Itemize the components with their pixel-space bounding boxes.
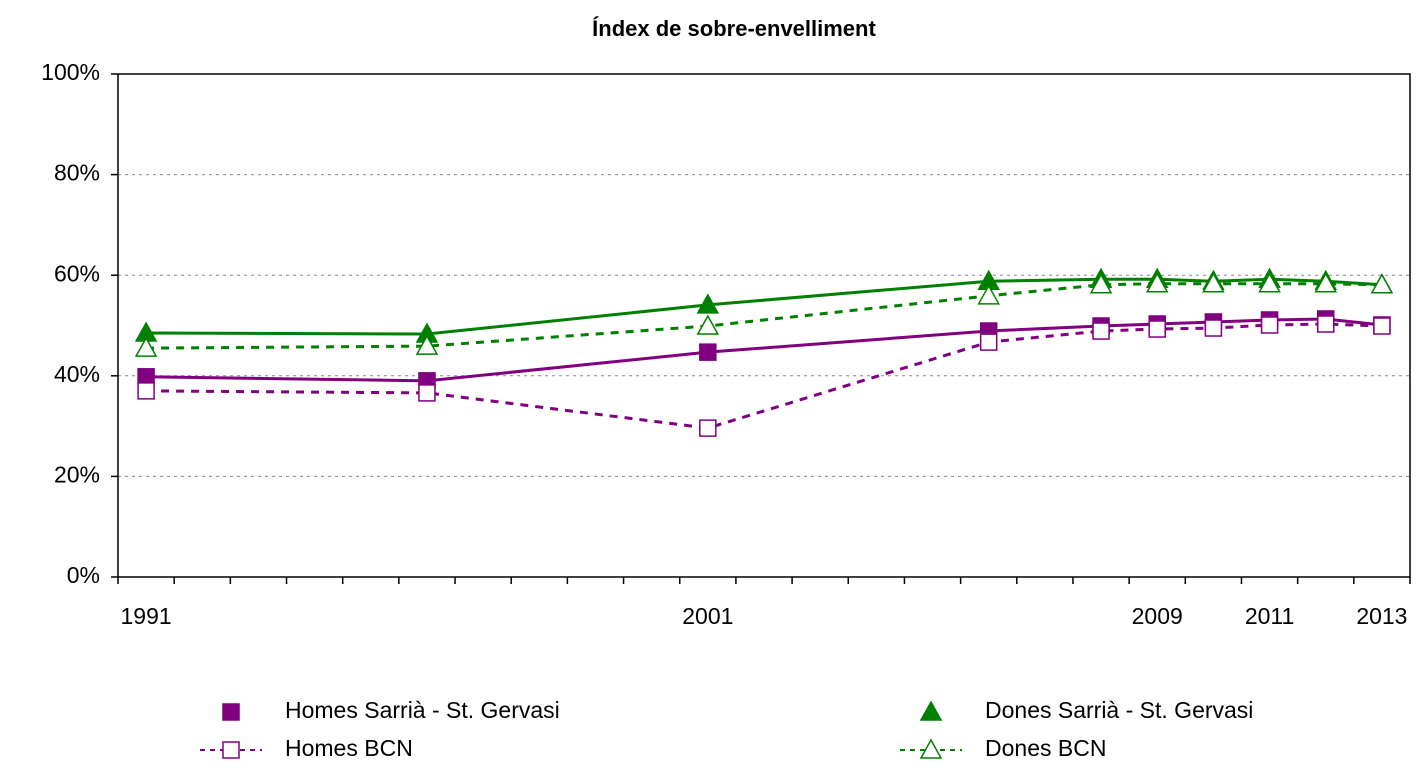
y-tick-label: 100%: [41, 59, 100, 85]
marker: [1089, 273, 1113, 294]
y-tick-label: 0%: [67, 562, 100, 588]
marker: [977, 284, 1000, 305]
marker: [696, 314, 720, 335]
marker: [1145, 272, 1169, 293]
marker: [1316, 315, 1335, 333]
x-tick-label: 2013: [1356, 603, 1407, 629]
legend-label: Dones Sarrià - St. Gervasi: [985, 697, 1253, 723]
legend-label: Homes BCN: [285, 735, 413, 761]
marker: [415, 334, 439, 355]
legend-marker: [919, 738, 943, 759]
marker: [1258, 272, 1281, 293]
x-tick-label: 2009: [1132, 603, 1183, 629]
marker: [979, 333, 998, 351]
marker: [699, 419, 717, 437]
marker: [699, 343, 717, 361]
x-tick-label: 1991: [121, 603, 172, 629]
legend-label: Dones BCN: [985, 735, 1106, 761]
series-line: [146, 282, 1382, 350]
marker: [418, 384, 436, 402]
plot-frame: [117, 73, 1411, 578]
marker: [1092, 322, 1110, 340]
legend-marker: [919, 700, 943, 721]
y-tick-label: 20%: [54, 461, 100, 487]
x-tick-label: 2011: [1245, 603, 1294, 629]
series-line: [146, 322, 1382, 430]
x-tick-label: 2001: [682, 603, 733, 629]
legend-marker: [222, 703, 240, 721]
chart-title: Índex de sobre-envelliment: [592, 16, 876, 41]
legend-label: Homes Sarrià - St. Gervasi: [285, 697, 560, 723]
marker: [1314, 272, 1338, 293]
marker: [1370, 273, 1394, 294]
marker: [696, 293, 720, 314]
marker: [1373, 317, 1391, 335]
legend-marker: [222, 741, 240, 759]
series-line: [146, 277, 1383, 336]
marker: [1204, 319, 1223, 337]
marker: [134, 336, 158, 357]
y-tick-label: 60%: [54, 260, 100, 286]
series-line: [146, 317, 1383, 383]
y-tick-label: 40%: [54, 361, 100, 387]
marker: [1148, 320, 1166, 338]
marker: [1202, 272, 1225, 293]
marker: [1260, 316, 1279, 334]
marker: [137, 382, 155, 400]
y-tick-label: 80%: [54, 160, 100, 186]
